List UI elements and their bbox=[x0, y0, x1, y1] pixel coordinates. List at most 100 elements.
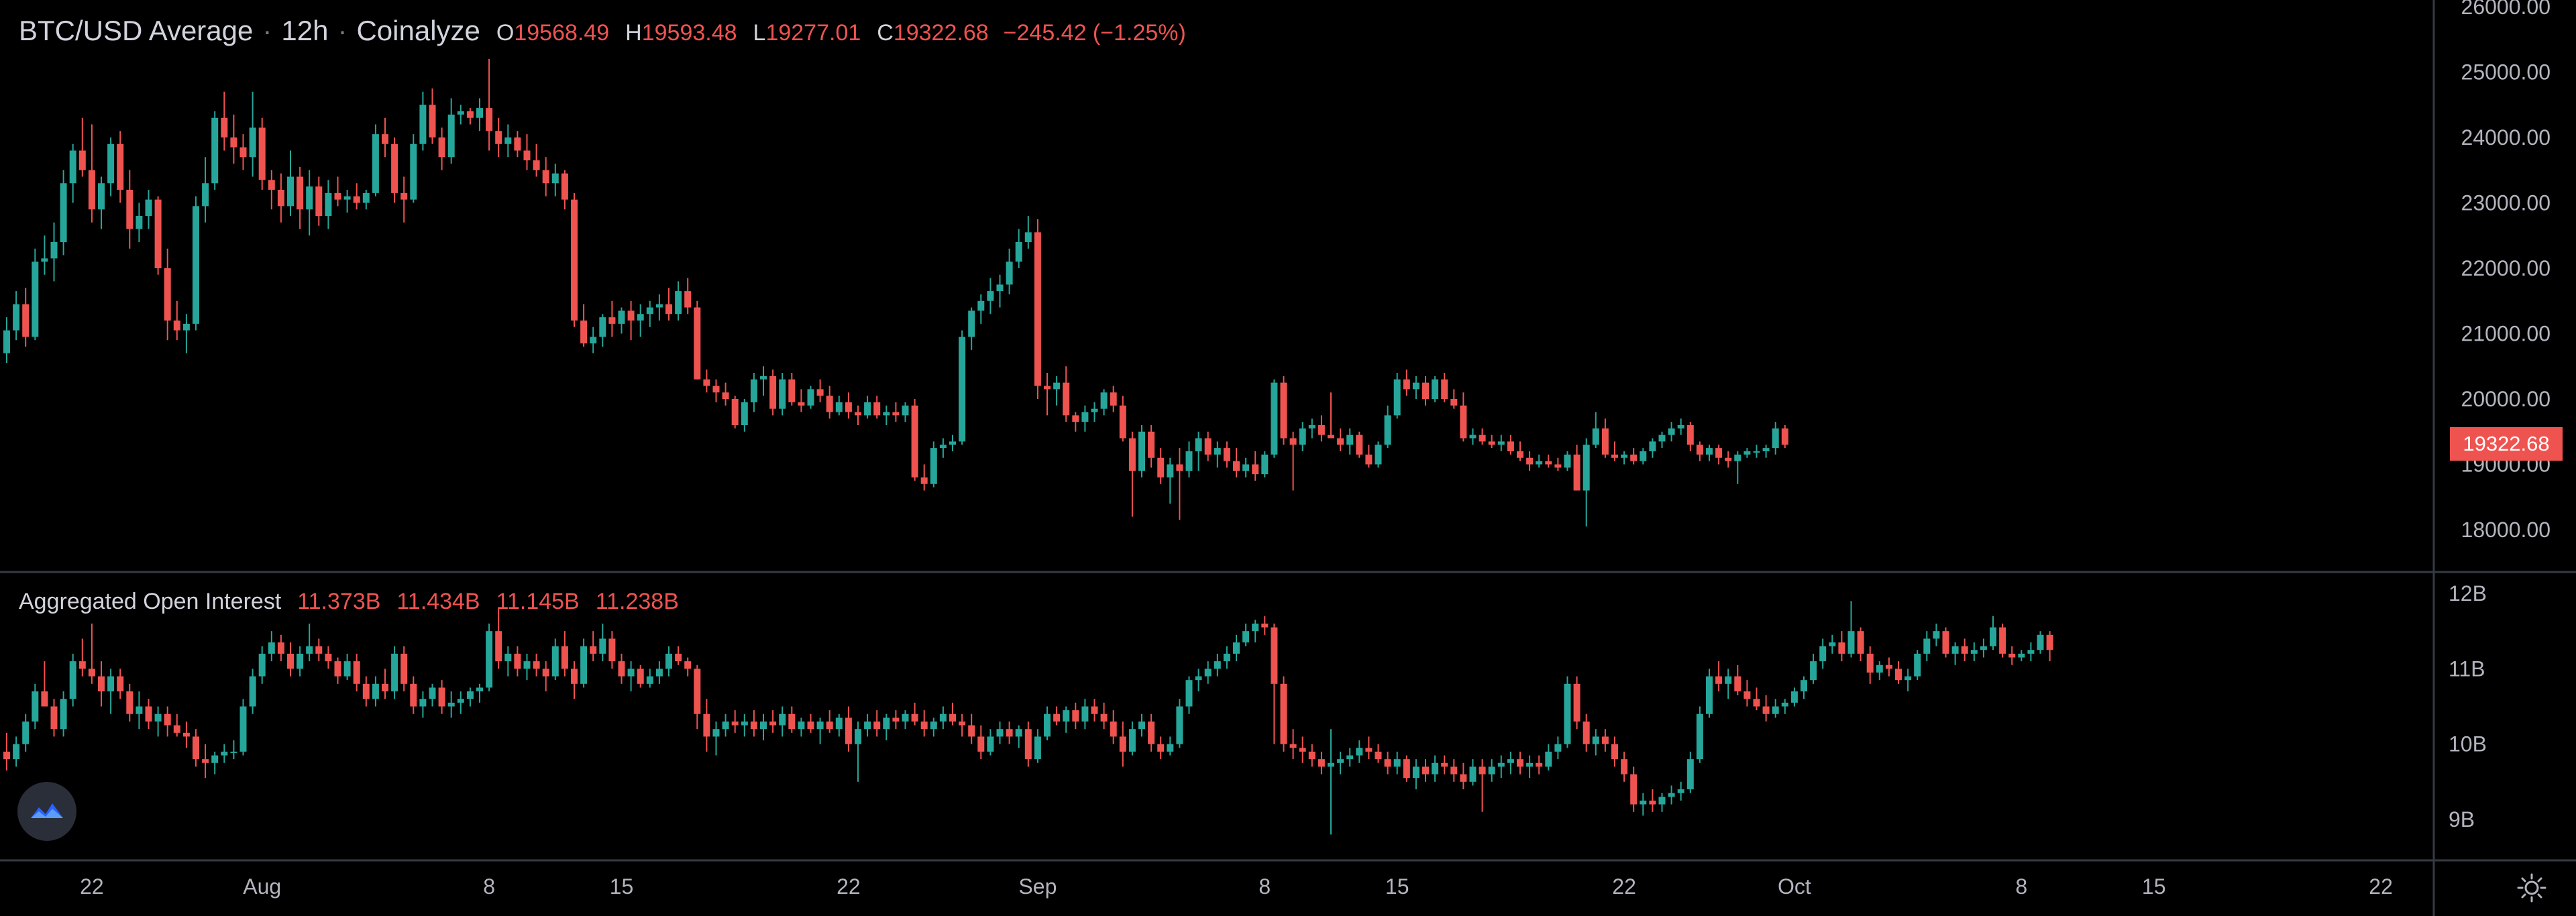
oi-low-value: 11.145B bbox=[496, 589, 580, 614]
oi-body bbox=[892, 718, 900, 722]
price-candle bbox=[1517, 441, 1523, 461]
open-interest-title[interactable]: Aggregated Open Interest bbox=[19, 589, 282, 614]
price-body bbox=[78, 150, 86, 170]
price-candle bbox=[902, 402, 909, 422]
symbol-name[interactable]: BTC/USD Average bbox=[19, 15, 254, 46]
oi-candle bbox=[571, 661, 578, 699]
oi-candle bbox=[249, 669, 256, 714]
oi-candle bbox=[258, 646, 266, 684]
price-candle bbox=[1403, 369, 1410, 396]
price-body bbox=[1337, 438, 1344, 445]
oi-body bbox=[1384, 759, 1391, 767]
oi-body bbox=[1365, 748, 1373, 752]
oi-body bbox=[1148, 721, 1155, 744]
price-candle bbox=[1289, 431, 1297, 491]
price-body bbox=[1715, 448, 1723, 458]
price-body bbox=[1658, 435, 1666, 442]
oi-candle bbox=[684, 657, 692, 677]
price-candle bbox=[306, 170, 313, 236]
oi-body bbox=[977, 736, 985, 752]
oi-candle bbox=[1063, 706, 1070, 733]
oi-candle bbox=[1365, 736, 1373, 760]
price-body bbox=[694, 307, 701, 380]
price-tick-label: 20000.00 bbox=[2461, 387, 2551, 411]
oi-candle bbox=[202, 744, 209, 779]
oi-candle bbox=[419, 691, 427, 718]
open-interest-axis[interactable]: 9B 10B 11B 12B bbox=[2449, 581, 2487, 832]
price-candle bbox=[1223, 441, 1230, 468]
oi-tick-label: 11B bbox=[2449, 656, 2485, 681]
price-body bbox=[69, 150, 76, 184]
price-body bbox=[1375, 445, 1382, 465]
oi-candle bbox=[145, 699, 152, 730]
price-body bbox=[703, 379, 710, 386]
time-tick-label: 22 bbox=[837, 874, 861, 899]
oi-body bbox=[1176, 706, 1183, 744]
oi-candle bbox=[1167, 736, 1174, 756]
price-body bbox=[551, 173, 559, 184]
oi-candle bbox=[164, 706, 171, 737]
oi-body bbox=[1866, 653, 1874, 673]
oi-candle bbox=[3, 732, 10, 770]
oi-body bbox=[1904, 676, 1912, 681]
low-key: L bbox=[753, 20, 766, 46]
price-body bbox=[1261, 454, 1269, 475]
oi-body bbox=[268, 642, 275, 654]
oi-candle bbox=[1914, 650, 1921, 681]
price-candle bbox=[826, 386, 833, 419]
price-body bbox=[476, 108, 483, 118]
price-body bbox=[580, 321, 588, 344]
coinalyze-logo-button[interactable] bbox=[17, 782, 76, 841]
price-axis[interactable]: 18000.0019000.0020000.0021000.0022000.00… bbox=[2461, 0, 2551, 542]
price-tick-label: 24000.00 bbox=[2461, 125, 2551, 150]
oi-body bbox=[1668, 793, 1675, 797]
price-candle bbox=[1725, 451, 1732, 468]
oi-body bbox=[495, 631, 502, 662]
oi-body bbox=[1157, 744, 1165, 752]
price-candle bbox=[22, 288, 30, 347]
oi-candle bbox=[1866, 646, 1874, 684]
price-body bbox=[920, 477, 928, 484]
oi-body bbox=[41, 691, 48, 707]
oi-body bbox=[826, 721, 833, 730]
oi-body bbox=[599, 638, 606, 654]
oi-body bbox=[1195, 676, 1202, 681]
oi-body bbox=[1403, 759, 1410, 779]
price-candle bbox=[807, 386, 814, 409]
price-body bbox=[1772, 428, 1779, 449]
oi-body bbox=[438, 687, 445, 707]
price-body bbox=[1091, 408, 1098, 412]
oi-candle bbox=[1592, 729, 1599, 756]
oi-body bbox=[646, 676, 653, 684]
oi-body bbox=[1686, 759, 1694, 790]
oi-body bbox=[32, 691, 39, 722]
time-axis[interactable]: 22 Aug 8 15 22 Sep 8 15 22 Oct 8 15 22 bbox=[80, 874, 2393, 899]
price-body bbox=[193, 206, 199, 324]
price-candle bbox=[1185, 441, 1193, 477]
price-candle bbox=[297, 166, 304, 229]
oi-candle bbox=[959, 713, 966, 737]
oi-body bbox=[590, 646, 597, 654]
settings-button[interactable] bbox=[2516, 872, 2548, 904]
oi-candle bbox=[1393, 751, 1401, 775]
price-candle bbox=[1006, 248, 1013, 294]
price-body bbox=[306, 186, 313, 210]
oi-candle bbox=[277, 634, 284, 662]
oi-candle bbox=[1554, 736, 1562, 760]
price-candle bbox=[779, 373, 786, 416]
price-body bbox=[655, 304, 663, 308]
price-candle bbox=[258, 117, 266, 190]
oi-candle bbox=[306, 623, 313, 662]
oi-body bbox=[457, 699, 464, 703]
oi-body bbox=[1961, 646, 1968, 654]
interval-label[interactable]: 12h bbox=[281, 15, 329, 46]
price-candle bbox=[88, 124, 95, 223]
oi-body bbox=[1573, 683, 1580, 722]
oi-candle bbox=[504, 646, 512, 677]
oi-body bbox=[1592, 736, 1599, 744]
oi-candle bbox=[646, 669, 653, 688]
oi-candle bbox=[1271, 623, 1278, 744]
oi-body bbox=[959, 721, 966, 726]
oi-body bbox=[618, 661, 625, 677]
